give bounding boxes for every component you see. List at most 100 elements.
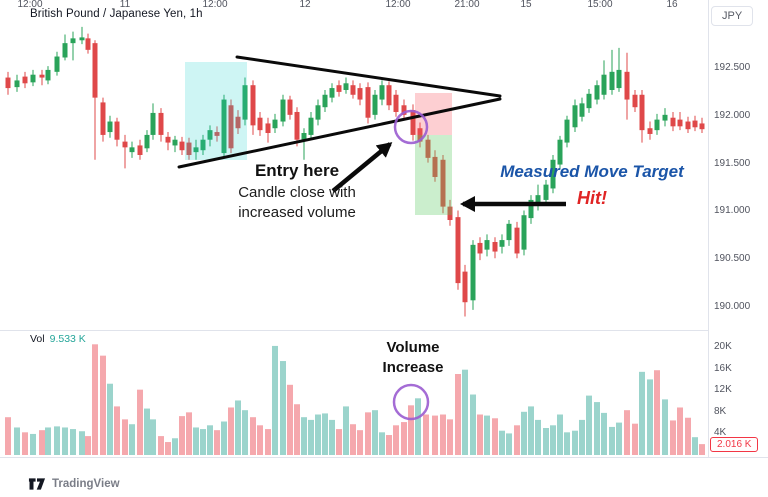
- candle-body: [235, 116, 241, 129]
- volume-bar: [79, 431, 85, 455]
- volume-bar: [528, 406, 534, 455]
- volume-bar: [214, 430, 220, 455]
- volume-bar: [579, 419, 585, 455]
- volume-bar: [572, 430, 578, 455]
- last-volume-badge: 2.016 K: [710, 437, 759, 452]
- hit-text: Hit!: [577, 188, 607, 208]
- volume-bar: [357, 430, 363, 455]
- volume-bar: [45, 427, 51, 455]
- tradingview-logo[interactable]: TradingView: [28, 477, 120, 491]
- triangle-lower-trendline[interactable]: [177, 97, 502, 169]
- candle-body: [470, 244, 476, 301]
- volume-bar: [492, 418, 498, 455]
- volume-bar: [616, 422, 622, 455]
- candle-body: [462, 271, 468, 303]
- time-axis-label: 11: [119, 0, 131, 10]
- candle-body: [639, 94, 645, 131]
- candle-body: [586, 93, 592, 109]
- volume-bar: [423, 414, 429, 455]
- candle-body: [477, 242, 483, 254]
- candle-body: [393, 94, 399, 112]
- candle-body: [315, 105, 321, 120]
- candle-body: [685, 121, 691, 130]
- candle-body: [70, 38, 76, 44]
- candle-body: [601, 74, 607, 95]
- candle-body: [294, 111, 300, 140]
- entry-arrow[interactable]: [331, 142, 393, 193]
- volume-bar: [122, 419, 128, 455]
- volume-bar: [343, 406, 349, 455]
- volume-spike-circle[interactable]: [392, 383, 430, 421]
- candle-body: [647, 128, 653, 134]
- volume-bar: [477, 414, 483, 455]
- volume-bar: [257, 425, 263, 455]
- measured-move-highlight[interactable]: [415, 135, 452, 215]
- volume-bar: [114, 406, 120, 455]
- volume-bar: [329, 419, 335, 455]
- volume-bar: [22, 432, 28, 455]
- volume-bar: [415, 398, 421, 455]
- volume-bar: [632, 423, 638, 455]
- candle-body: [242, 85, 248, 120]
- volume-bar: [514, 425, 520, 455]
- entry-candle-circle[interactable]: [393, 109, 429, 145]
- candle-body: [350, 85, 356, 95]
- symbol-title[interactable]: British Pound / Japanese Yen, 1h: [30, 8, 203, 20]
- candle-body: [280, 99, 286, 122]
- price-axis-label: 190.500: [714, 253, 751, 265]
- volume-bar: [62, 427, 68, 455]
- currency-badge[interactable]: JPY: [711, 6, 754, 26]
- volume-bar: [158, 436, 164, 455]
- volume-bar: [137, 389, 143, 455]
- candle-body: [172, 139, 178, 146]
- volume-bar: [287, 384, 293, 455]
- candle-body: [265, 123, 271, 134]
- candle-body: [122, 141, 128, 148]
- candle-body: [401, 105, 407, 115]
- volume-legend-label: Vol: [30, 333, 45, 345]
- candle-body: [564, 119, 570, 143]
- candle-body: [287, 99, 293, 115]
- volume-bar: [455, 374, 461, 455]
- volume-bar: [350, 424, 356, 455]
- time-axis-label: 15:00: [587, 0, 613, 10]
- measured-move-target-text: Measured Move Target: [500, 162, 684, 181]
- candle-body: [186, 142, 192, 155]
- price-axis-label: 190.000: [714, 301, 751, 312]
- volume-bar: [462, 369, 468, 455]
- candle-body: [22, 76, 28, 84]
- volume-bar: [447, 419, 453, 455]
- candle-body: [137, 145, 143, 155]
- candle-body: [492, 241, 498, 252]
- candle-body: [193, 147, 199, 153]
- volume-bar: [129, 424, 135, 455]
- triangle-upper-trendline[interactable]: [235, 55, 502, 98]
- volume-bar: [372, 410, 378, 455]
- candle-body: [557, 139, 563, 165]
- candle-body: [144, 134, 150, 149]
- candle-body: [301, 133, 307, 140]
- volume-bar: [535, 419, 541, 455]
- candle-body: [670, 117, 676, 127]
- candle-body: [692, 120, 698, 128]
- volume-bar: [692, 437, 698, 455]
- volume-bar: [408, 405, 414, 455]
- time-axis-label: 21:00: [454, 0, 480, 10]
- volume-bar: [365, 412, 371, 455]
- candle-body: [92, 43, 98, 98]
- volume-bar: [432, 415, 438, 455]
- candle-body: [272, 119, 278, 129]
- volume-bar: [301, 417, 307, 455]
- volume-bar: [235, 400, 241, 455]
- candle-body: [432, 156, 438, 177]
- consolidation-highlight[interactable]: [185, 62, 247, 160]
- candle-body: [379, 85, 385, 100]
- candle-body: [207, 130, 213, 140]
- candle-body: [322, 94, 328, 108]
- volume-bar: [265, 429, 271, 455]
- drawings-layer[interactable]: [177, 55, 566, 421]
- time-axis-label: 12: [299, 0, 311, 10]
- candle-body: [39, 74, 45, 78]
